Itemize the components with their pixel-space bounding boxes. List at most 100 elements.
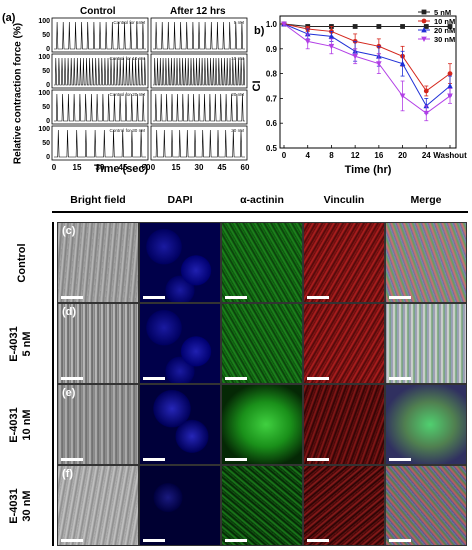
trace-frame-right-4 bbox=[150, 125, 248, 161]
trace-ytick-4-1: 50 bbox=[42, 140, 50, 147]
trace-xtick-0: 0 bbox=[52, 163, 57, 172]
trace-left-1 bbox=[54, 21, 146, 50]
ci-ytick-3: 0.7 bbox=[266, 94, 278, 103]
ci-series-line-0 bbox=[283, 23, 450, 27]
grid-row-label-line1-2: E-4031 bbox=[8, 325, 20, 362]
ci-point-3-0 bbox=[281, 21, 287, 27]
micrograph-1-2 bbox=[139, 222, 221, 303]
micrograph-3-2 bbox=[139, 384, 221, 465]
scale-bar bbox=[307, 539, 329, 542]
trace-xtick-5: 0 bbox=[151, 163, 156, 172]
trace-right-label-1: 5 nM bbox=[234, 20, 244, 25]
micrograph-3-4 bbox=[303, 384, 385, 465]
ci-legend-label-0: 5 nM bbox=[434, 8, 451, 17]
trace-ytick-2-1: 50 bbox=[42, 68, 50, 75]
trace-ytick-1-1: 50 bbox=[42, 32, 50, 39]
grid-row-label-line1-4: E-4031 bbox=[8, 487, 20, 524]
micrograph-4-4 bbox=[303, 465, 385, 546]
scale-bar bbox=[61, 458, 83, 461]
ci-point-3-1 bbox=[304, 38, 311, 45]
trace-ytick-2-0: 100 bbox=[38, 54, 50, 61]
scale-bar bbox=[225, 458, 247, 461]
ci-point-3-3 bbox=[352, 53, 358, 60]
micrograph-4-1 bbox=[57, 465, 139, 546]
ci-ylabel: CI bbox=[251, 81, 263, 92]
trace-xtick-9: 60 bbox=[241, 163, 250, 172]
ci-legend-label-2: 20 nM bbox=[434, 26, 455, 35]
ci-xtick-0: 0 bbox=[282, 151, 287, 160]
grid-row-letter-4: (f) bbox=[62, 468, 73, 480]
panel-a-col-left-title: Control bbox=[80, 6, 116, 17]
panel-a-letter: (a) bbox=[2, 12, 16, 24]
column-header-4: Vinculin bbox=[323, 194, 365, 206]
trace-right-4 bbox=[153, 129, 245, 158]
grid-row-label-line2-3: 10 nM bbox=[21, 408, 33, 441]
ci-point-3-5 bbox=[399, 93, 406, 99]
panel-a-xlabel: Time (sec) bbox=[94, 163, 149, 175]
trace-left-4 bbox=[54, 129, 146, 158]
grid-row-label-1: Control bbox=[8, 221, 36, 305]
ci-xtick-2: 8 bbox=[329, 151, 334, 160]
ci-point-1-6 bbox=[423, 88, 429, 94]
ci-point-0-3 bbox=[352, 24, 358, 29]
micrograph-1-1 bbox=[57, 222, 139, 303]
ci-xlabel: Time (hr) bbox=[345, 164, 392, 176]
trace-xtick-4: 60 bbox=[142, 163, 151, 172]
scale-bar bbox=[307, 458, 329, 461]
scale-bar bbox=[143, 296, 165, 299]
ci-legend-marker-2 bbox=[421, 27, 427, 33]
trace-ytick-3-2: 0 bbox=[46, 118, 50, 125]
micrograph-3-1 bbox=[57, 384, 139, 465]
column-header-3: α-actinin bbox=[240, 194, 284, 206]
ci-legend-marker-3 bbox=[421, 36, 427, 42]
ci-point-1-7 bbox=[447, 71, 453, 76]
ci-xtick-7: Washout bbox=[433, 151, 467, 160]
micrograph-2-5 bbox=[385, 303, 467, 384]
header-rule bbox=[52, 211, 468, 213]
grid-row-letter-2: (d) bbox=[62, 306, 77, 318]
micrograph-3-5 bbox=[385, 384, 467, 465]
scale-bar bbox=[307, 377, 329, 380]
ci-point-3-4 bbox=[376, 61, 382, 67]
micrograph-4-3 bbox=[221, 465, 303, 546]
scale-bar bbox=[225, 539, 247, 542]
trace-row-label-1: Control for 5nM bbox=[113, 20, 145, 25]
trace-right-label-2: 10 nM bbox=[231, 56, 244, 61]
ci-legend-marker-1 bbox=[421, 18, 427, 24]
trace-left-2 bbox=[54, 57, 146, 86]
micrograph-4-2 bbox=[139, 465, 221, 546]
ci-point-3-6 bbox=[423, 110, 430, 117]
trace-ytick-4-0: 100 bbox=[38, 126, 50, 133]
grid-row-label-line2-2: 5 nM bbox=[21, 330, 33, 357]
scale-bar bbox=[389, 377, 411, 380]
micrograph-3-3 bbox=[221, 384, 303, 465]
grid-row-letter-1: (c) bbox=[62, 225, 76, 237]
ci-xtick-5: 20 bbox=[398, 151, 407, 160]
scale-bar bbox=[389, 296, 411, 299]
ci-xtick-3: 12 bbox=[351, 151, 360, 160]
ci-ytick-5: 0.5 bbox=[266, 144, 278, 153]
trace-xtick-1: 15 bbox=[73, 163, 82, 172]
micrograph-1-3 bbox=[221, 222, 303, 303]
trace-ytick-2-2: 0 bbox=[46, 82, 50, 89]
scale-bar bbox=[225, 296, 247, 299]
ci-ytick-1: 0.9 bbox=[266, 45, 278, 54]
scale-bar bbox=[225, 377, 247, 380]
ci-point-0-7 bbox=[447, 24, 453, 29]
trace-ytick-4-2: 0 bbox=[46, 154, 50, 161]
ci-point-2-7 bbox=[447, 83, 453, 89]
grid-row-label-2: E-4031 5 nM bbox=[8, 302, 36, 386]
ci-point-2-2 bbox=[328, 33, 335, 39]
ci-series-line-3 bbox=[283, 23, 451, 114]
grid-row-label-line2-4: 30 nM bbox=[21, 489, 33, 522]
scale-bar bbox=[389, 539, 411, 542]
grid-row-label-line1-3: E-4031 bbox=[8, 406, 20, 443]
trace-row-label-4: Control for 30 nM bbox=[110, 128, 146, 133]
scale-bar bbox=[61, 539, 83, 542]
micrograph-2-3 bbox=[221, 303, 303, 384]
ci-xtick-6: 24 bbox=[422, 151, 431, 160]
ci-legend-marker-0 bbox=[421, 9, 427, 15]
ci-point-0-6 bbox=[423, 24, 429, 29]
scale-bar bbox=[143, 539, 165, 542]
